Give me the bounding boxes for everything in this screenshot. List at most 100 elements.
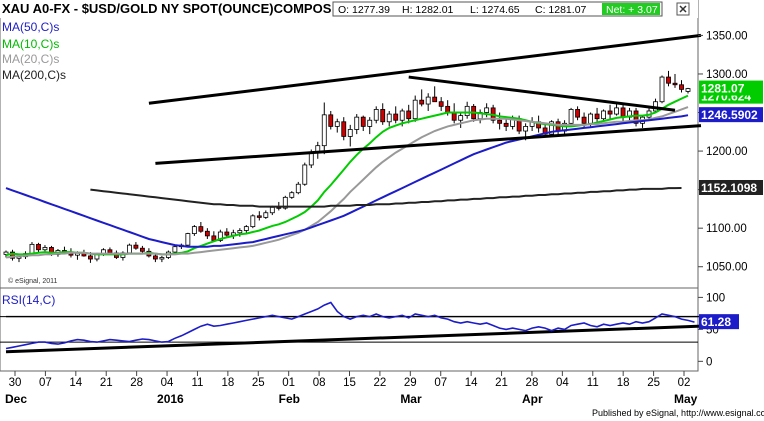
ma50-line: [5, 114, 689, 248]
candle-body: [133, 244, 139, 249]
candle-body: [399, 110, 405, 121]
candle-body: [367, 119, 373, 127]
candle-body: [406, 110, 412, 120]
net-badge: [602, 3, 660, 15]
x-tick-label: 30: [9, 377, 22, 389]
candle-body: [256, 215, 262, 218]
price-tick-label: 1350.00: [706, 30, 748, 42]
open-value: O: 1277.39: [338, 4, 390, 16]
x-tick-label: 04: [161, 377, 174, 389]
month-label: Dec: [5, 392, 27, 406]
candle-body: [289, 192, 295, 198]
candle-body: [679, 84, 684, 90]
x-tick-label: 21: [100, 377, 113, 389]
month-label: 2016: [157, 392, 184, 406]
candle-body: [172, 246, 178, 253]
candle-body: [386, 113, 392, 123]
x-tick-label: 14: [465, 377, 478, 389]
candle-body: [243, 226, 249, 231]
candle-body: [607, 110, 613, 115]
footer-credit: Published by eSignal, http://www.esignal…: [592, 408, 764, 418]
rsi-badge: [699, 314, 739, 330]
legend-ma50: MA(50,C)s: [2, 20, 59, 34]
candle-body: [354, 116, 360, 130]
candle-body: [614, 107, 619, 115]
rsi-tick-label: 0: [706, 356, 712, 368]
ma200-badge: [699, 179, 763, 195]
candle-body: [263, 212, 269, 218]
price-tick-label: 1100.00: [706, 223, 747, 235]
moving-averages: [5, 94, 689, 259]
candle-body: [308, 152, 314, 166]
high-value: H: 1282.01: [402, 4, 454, 16]
candle-body: [620, 107, 626, 118]
close-badge: [699, 80, 763, 96]
candle-body: [126, 244, 132, 254]
candle-body: [419, 99, 425, 105]
candle-body: [438, 101, 444, 107]
x-tick-label: 11: [587, 377, 599, 389]
candle-body: [224, 231, 230, 236]
candle-body: [575, 109, 580, 118]
x-tick-label: 29: [404, 377, 417, 389]
candle-body: [217, 231, 223, 241]
candle-body: [36, 243, 41, 251]
x-tick-label: 21: [495, 377, 508, 389]
close-value: C: 1281.07: [535, 4, 587, 16]
candle-body: [341, 121, 347, 137]
x-tick-label: 25: [252, 377, 265, 389]
candle-body: [159, 257, 165, 260]
copyright-text: © eSignal, 2011: [8, 277, 58, 285]
price-panel[interactable]: [0, 0, 699, 289]
candle-body: [633, 110, 639, 124]
candle-body: [497, 119, 503, 124]
rsi-tick-label: 100: [706, 292, 725, 304]
candle-body: [672, 82, 678, 86]
low-value: L: 1274.65: [470, 4, 520, 16]
candle-body: [295, 183, 301, 194]
ma50-badge-label: 1246.5902: [701, 108, 758, 122]
x-tick-label: 18: [617, 377, 630, 389]
ma200-badge-label: 1152.1098: [701, 181, 757, 195]
candle-body: [328, 114, 334, 127]
x-tick-label: 15: [343, 377, 356, 389]
candle-body: [380, 109, 386, 123]
candle-body: [237, 230, 243, 234]
candle-body: [464, 105, 470, 117]
legend-ma200: MA(200,C)s: [2, 68, 66, 82]
legend-ma10: MA(10,C)s: [2, 37, 59, 51]
candle-body: [42, 247, 48, 251]
candle-body: [659, 76, 665, 103]
candle-body: [282, 196, 288, 209]
candle-body: [269, 206, 275, 214]
candle-body: [185, 233, 191, 246]
rsi-badge-label: 61.28: [701, 315, 731, 329]
candle-body: [191, 226, 197, 234]
x-tick-label: 01: [282, 377, 295, 389]
x-tick-label: 07: [39, 377, 52, 389]
candle-body: [198, 226, 204, 232]
x-tick-label: 25: [647, 377, 660, 389]
candle-body: [29, 243, 35, 255]
price-tick-label: 1300.00: [706, 69, 748, 81]
month-label: Mar: [400, 392, 422, 406]
ma20-line: [5, 106, 689, 259]
x-axis: 30 07 14 21 28 04 11 18 25 01 08 15 22 29 07 14 21 28 04 11…: [0, 370, 698, 406]
candle-body: [484, 107, 490, 113]
candle-body: [432, 96, 438, 103]
candle-body: [425, 96, 431, 105]
x-tick-label: 02: [678, 377, 691, 389]
month-label: May: [674, 392, 698, 406]
candle-body: [334, 121, 340, 127]
close-icon[interactable]: [676, 2, 690, 16]
rsi-plot: [0, 301, 698, 350]
candle-body: [360, 116, 366, 127]
trendline: [155, 124, 702, 165]
candle-body: [549, 121, 555, 135]
candle-body: [250, 215, 256, 228]
month-label: Feb: [279, 392, 300, 406]
trendline: [148, 33, 702, 105]
month-label: Apr: [522, 392, 543, 406]
